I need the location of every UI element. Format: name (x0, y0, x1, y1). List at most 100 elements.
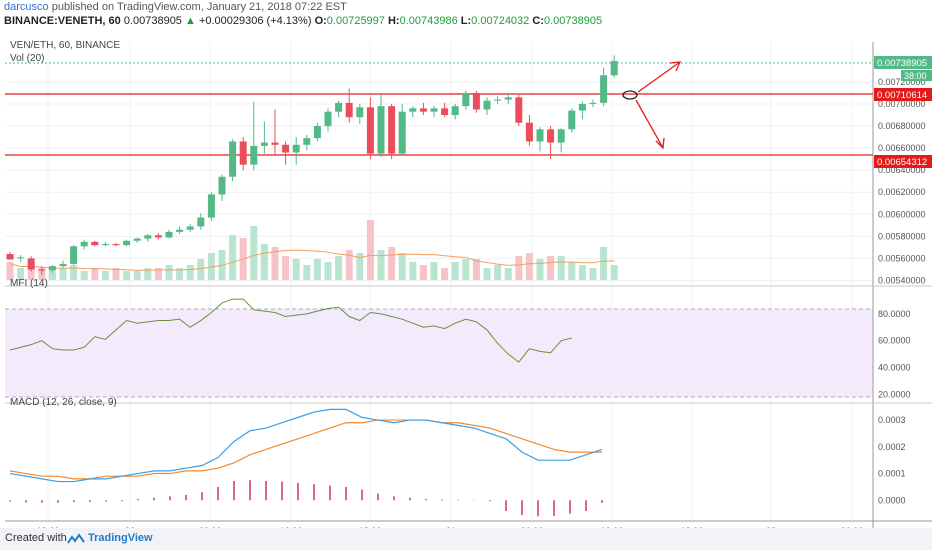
volume-bars (6, 220, 618, 280)
candle-body (207, 194, 215, 218)
candle-body (515, 97, 523, 123)
mfi-tick: 80.0000 (878, 309, 911, 319)
main-pane-title: VEN/ETH, 60, BINANCE (10, 40, 121, 51)
candle-body (589, 102, 597, 104)
candle-body (525, 122, 533, 142)
volume-bar (91, 268, 99, 280)
close-value: 0.00738905 (543, 15, 603, 27)
change-arrow-icon: ▲ (185, 15, 196, 27)
volume-bar (600, 247, 608, 280)
mfi-pane-title: MFI (14) (10, 278, 48, 289)
volume-bar (324, 262, 332, 280)
volume-bar (133, 271, 141, 280)
candle-body (313, 126, 321, 139)
macd-line (9, 408, 603, 483)
high-value: 0.00743986 (399, 15, 458, 27)
volume-bar (462, 259, 470, 280)
volume-bar (313, 259, 321, 280)
price-tick: 0.00700000 (878, 99, 926, 109)
volume-bar (176, 268, 184, 280)
volume-bar (229, 235, 237, 280)
candle-body (388, 106, 396, 154)
volume-bar (70, 265, 78, 280)
candle-body (536, 129, 544, 142)
tradingview-brand-link[interactable]: TradingView (88, 532, 153, 544)
macd-axis: 0.0003 0.0002 0.0001 0.0000 (878, 415, 906, 505)
candle-body (568, 110, 576, 130)
author-link[interactable]: darcusco (4, 1, 49, 13)
volume-bar (59, 268, 67, 280)
mfi-tick: 20.0000 (878, 389, 911, 399)
forecast-arrows (622, 61, 682, 150)
candle-body (144, 235, 152, 239)
volume-bar (568, 262, 576, 280)
candle-body (271, 142, 279, 145)
volume-bar (271, 247, 279, 280)
mfi-tick: 60.0000 (878, 336, 911, 346)
volume-bar (536, 259, 544, 280)
candle-body (6, 254, 14, 260)
volume-bar (197, 259, 205, 280)
candle-body (472, 92, 480, 110)
candle-body (80, 241, 88, 247)
price-tick: 0.00620000 (878, 187, 926, 197)
volume-bar (27, 265, 35, 280)
candle-body (112, 244, 120, 246)
volume-bar (17, 268, 25, 280)
macd-tick: 0.0000 (878, 495, 906, 505)
tradingview-logo-icon[interactable] (67, 533, 85, 548)
candle-body (356, 107, 364, 118)
candle-body (48, 266, 56, 271)
price-tick: 0.00600000 (878, 209, 926, 219)
candle-body (462, 92, 470, 107)
volume-bar (377, 250, 385, 280)
price-tick: 0.00660000 (878, 143, 926, 153)
candle-body (282, 144, 290, 153)
candle-body (600, 75, 608, 103)
volume-bar (472, 259, 480, 280)
candle-body (218, 176, 226, 195)
mfi-band (5, 309, 873, 397)
candle-body (186, 226, 194, 230)
low-label: L: (460, 15, 472, 27)
candle-body (292, 144, 300, 153)
candle-body (504, 97, 512, 100)
candle-body (165, 231, 173, 238)
mfi-axis: 80.0000 60.0000 40.0000 20.0000 (878, 309, 911, 399)
candle-body (239, 141, 247, 165)
volume-bar (6, 262, 14, 280)
high-label: H: (387, 15, 400, 27)
volume-bar (186, 265, 194, 280)
candle-body (377, 106, 385, 154)
pivot-circle (622, 90, 638, 100)
volume-bar (494, 265, 502, 280)
candle-body (154, 235, 162, 238)
trading-chart[interactable]: 0.00720000 0.00700000 0.00680000 0.00660000… (0, 28, 932, 550)
volume-bar (48, 271, 56, 280)
volume-bar (356, 253, 364, 280)
candle-body (229, 141, 237, 177)
volume-bar (398, 253, 406, 280)
candle-body (419, 108, 427, 112)
signal-line (9, 419, 602, 480)
candle-body (578, 103, 586, 111)
chart-grid (5, 42, 873, 521)
price-tick: 0.00720000 (878, 77, 926, 87)
candle-body (123, 240, 131, 246)
countdown-text: 38:00 (904, 71, 927, 81)
price-axis[interactable]: 0.00720000 0.00700000 0.00680000 0.00660000… (878, 77, 926, 286)
candle-body (335, 102, 343, 112)
volume-bar (292, 259, 300, 280)
macd-tick: 0.0001 (878, 469, 906, 479)
volume-bar (547, 256, 555, 280)
candle-body (176, 229, 184, 232)
publish-info: published on TradingView.com, January 21… (51, 1, 347, 13)
volume-bar (515, 256, 523, 280)
candle-body (494, 99, 502, 101)
candle-body (345, 102, 353, 118)
volume-bar (282, 256, 290, 280)
price-axis-bg (873, 42, 932, 536)
last-price-tag-text: 0.00738905 (877, 58, 927, 69)
volume-bar (451, 262, 459, 280)
volume-bar (250, 226, 258, 280)
